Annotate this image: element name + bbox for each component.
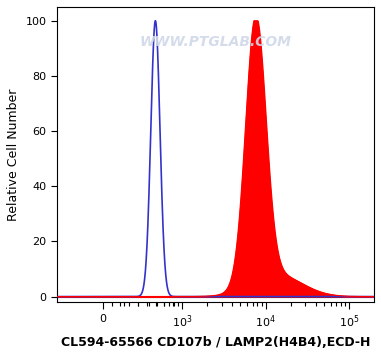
Y-axis label: Relative Cell Number: Relative Cell Number: [7, 88, 20, 221]
X-axis label: CL594-65566 CD107b / LAMP2(H4B4),ECD-H: CL594-65566 CD107b / LAMP2(H4B4),ECD-H: [61, 336, 370, 349]
Text: WWW.PTGLAB.COM: WWW.PTGLAB.COM: [139, 35, 291, 49]
